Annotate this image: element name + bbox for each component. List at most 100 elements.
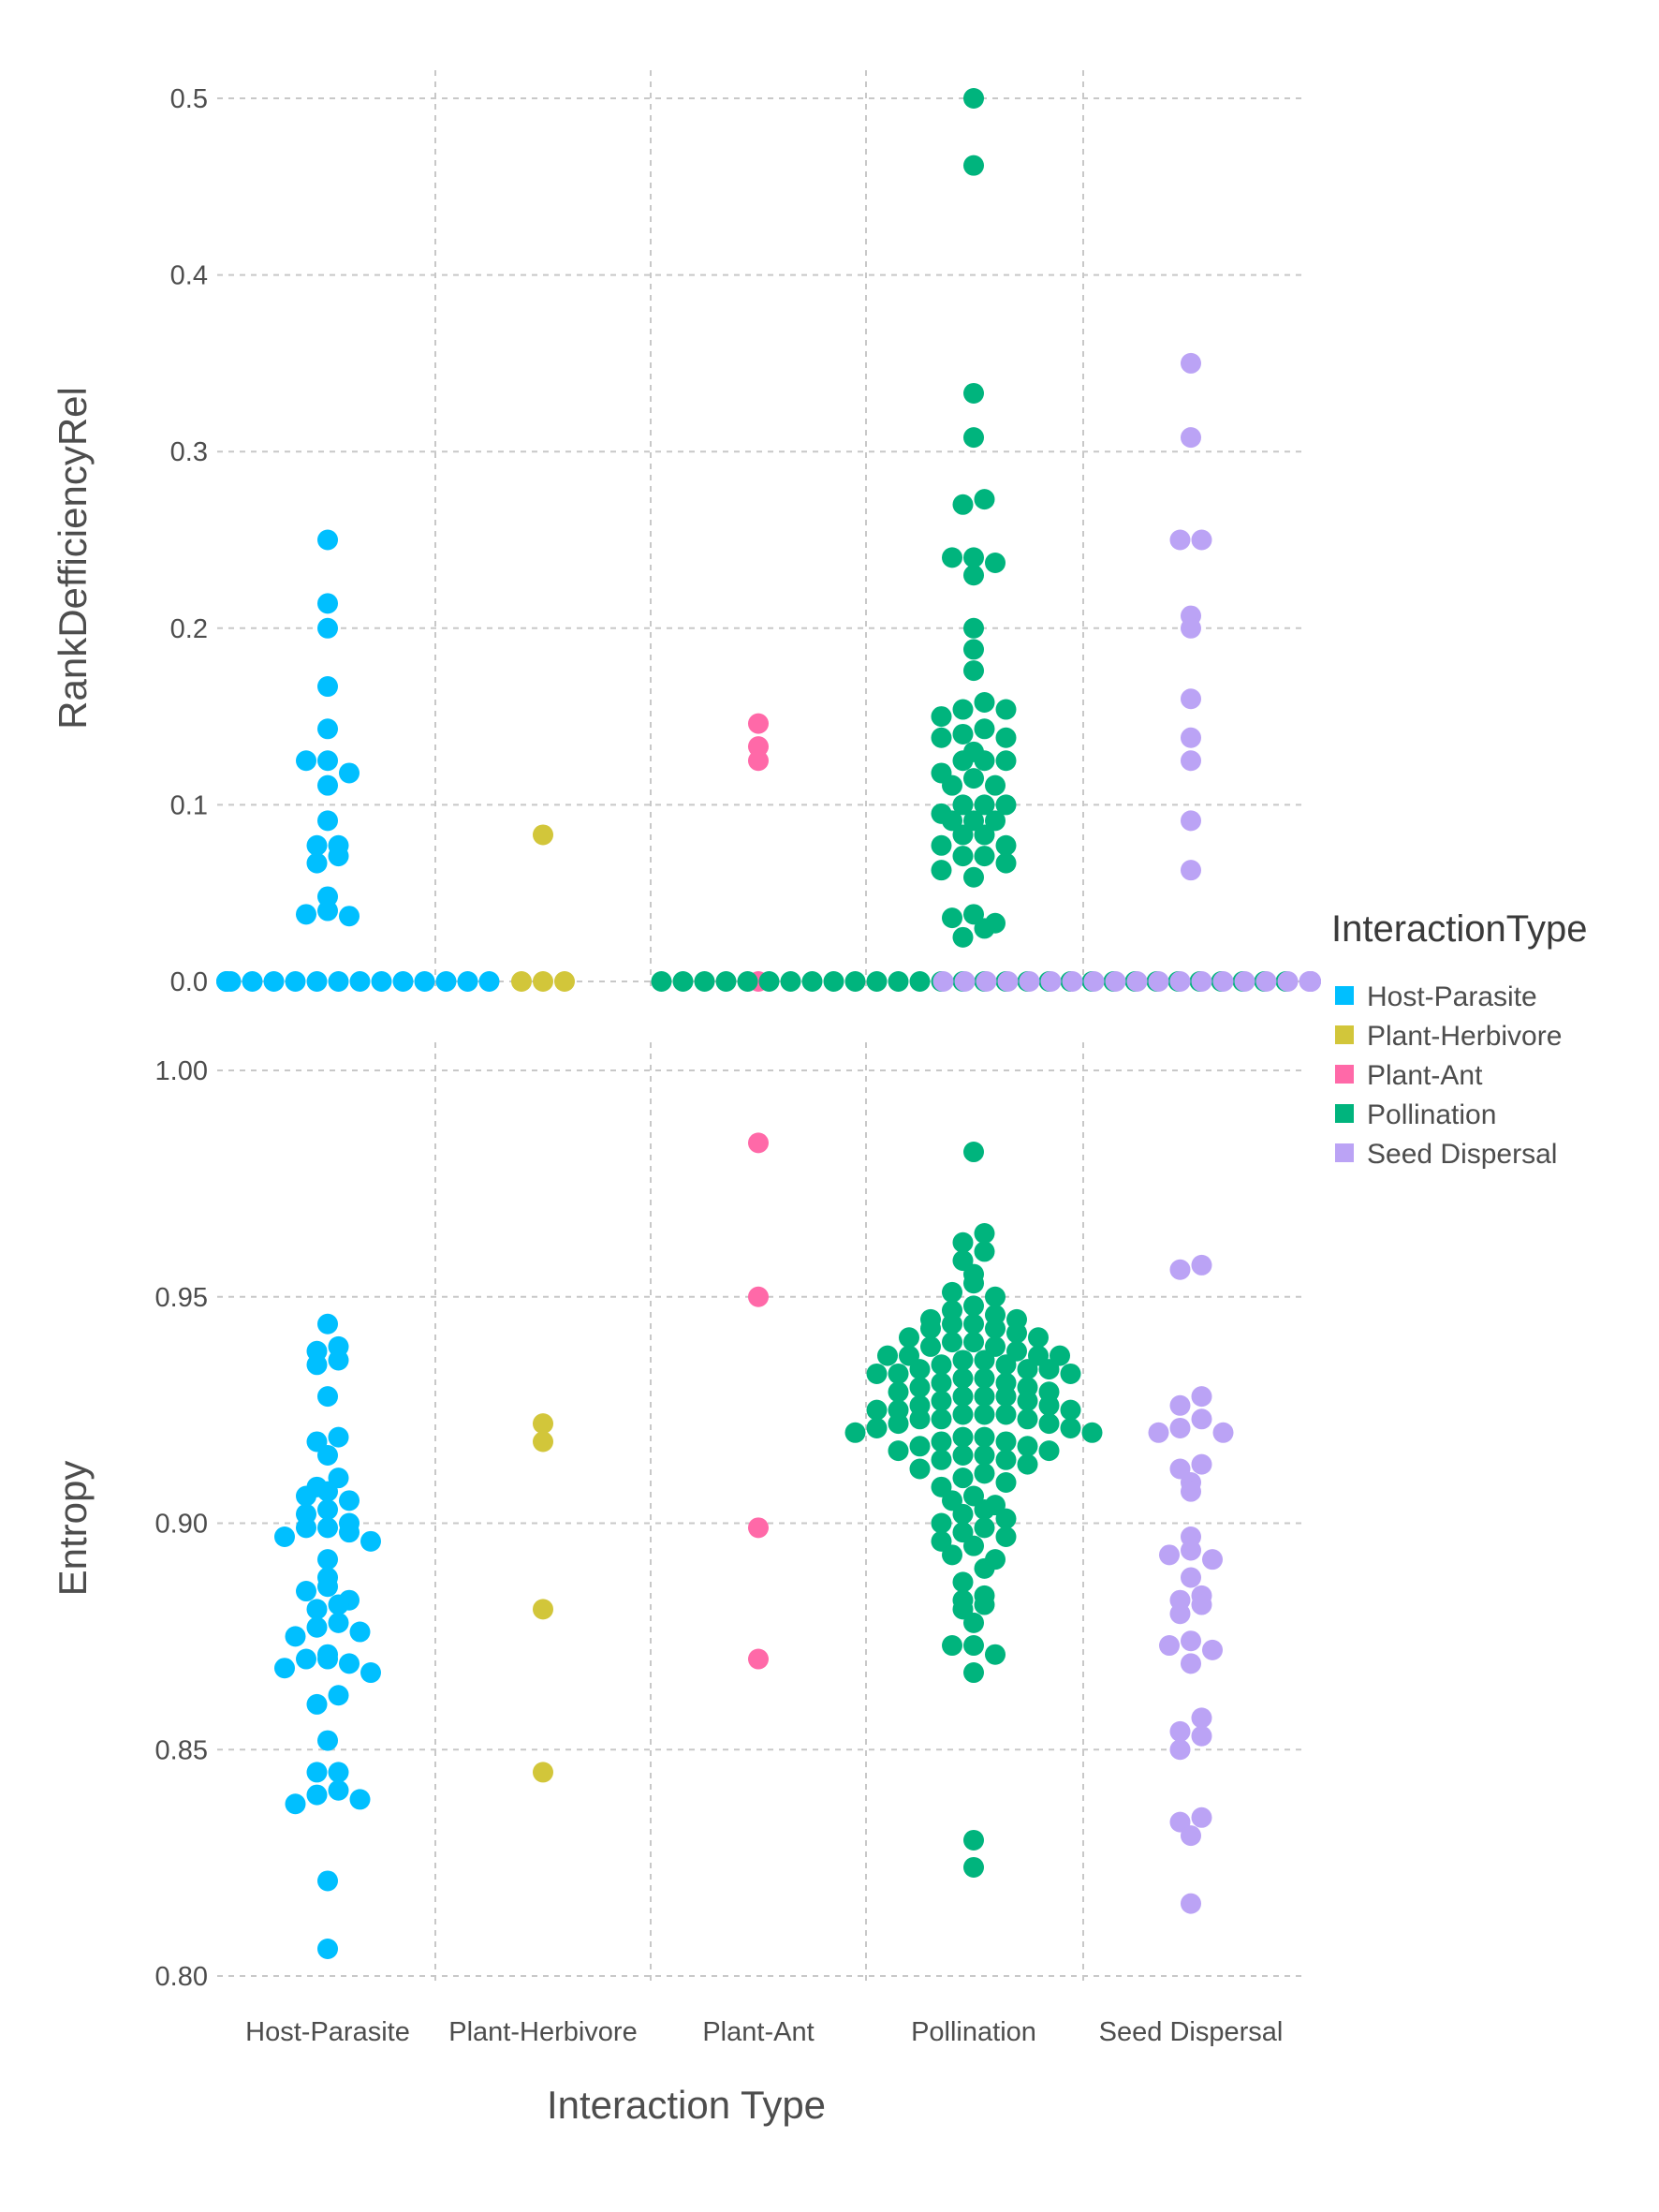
point-pollination <box>974 846 995 867</box>
point-seed-dispersal <box>1181 427 1201 449</box>
point-host-parasite <box>306 1354 328 1376</box>
point-pollination <box>931 1354 952 1376</box>
point-pollination <box>974 1463 995 1484</box>
point-seed-dispersal <box>1277 971 1299 992</box>
point-pollination <box>995 1386 1017 1408</box>
point-host-parasite <box>274 1526 295 1548</box>
point-pollination <box>963 88 984 109</box>
point-pollination <box>952 846 974 867</box>
point-pollination <box>942 1281 962 1303</box>
point-pollination <box>942 1635 962 1657</box>
point-pollination <box>952 1386 974 1408</box>
point-pollination <box>974 1386 995 1408</box>
point-seed-dispersal <box>1181 860 1201 881</box>
point-pollination <box>931 834 952 856</box>
point-host-parasite <box>317 617 338 639</box>
point-pollination <box>694 971 715 992</box>
point-seed-dispersal <box>1181 688 1201 710</box>
point-seed-dispersal <box>1191 1453 1212 1475</box>
point-pollination <box>963 1313 984 1335</box>
point-plant-ant <box>748 736 769 758</box>
point-pollination <box>974 489 995 510</box>
point-host-parasite <box>242 971 263 992</box>
point-host-parasite <box>328 1594 349 1615</box>
point-pollination <box>974 718 995 740</box>
point-pollination <box>909 1408 931 1430</box>
point-seed-dispersal <box>1212 971 1234 992</box>
point-pollination <box>963 617 984 639</box>
point-host-parasite <box>296 1517 316 1539</box>
point-pollination <box>963 1612 984 1633</box>
point-pollination <box>801 971 823 992</box>
point-pollination <box>995 1431 1017 1453</box>
point-host-parasite <box>349 1789 371 1810</box>
point-pollination <box>780 971 801 992</box>
point-plant-herbivore <box>533 1413 553 1435</box>
point-pollination <box>1017 1359 1038 1380</box>
point-host-parasite <box>274 1658 295 1679</box>
point-seed-dispersal <box>1040 971 1062 992</box>
point-pollination <box>758 971 780 992</box>
point-host-parasite <box>317 1481 338 1502</box>
point-pollination <box>1038 1394 1060 1416</box>
y-tick-label: 0.4 <box>170 261 208 291</box>
point-pollination <box>1017 1408 1038 1430</box>
point-pollination <box>985 774 1006 796</box>
point-host-parasite <box>317 1730 338 1751</box>
point-host-parasite <box>339 1490 360 1512</box>
y-tick-label: 0.80 <box>155 1962 208 1992</box>
point-host-parasite <box>296 1485 316 1507</box>
point-pollination <box>974 1426 995 1448</box>
point-pollination <box>952 926 974 948</box>
point-host-parasite <box>306 971 328 992</box>
point-host-parasite <box>306 1693 328 1715</box>
point-seed-dispersal <box>1169 971 1191 992</box>
point-pollination <box>963 565 984 586</box>
point-seed-dispersal <box>1255 971 1277 992</box>
point-pollination <box>866 1399 888 1421</box>
point-pollination <box>995 1404 1017 1425</box>
legend-label: Host-Parasite <box>1367 981 1537 1012</box>
y-tick-label: 0.0 <box>170 967 208 997</box>
point-pollination <box>995 1508 1017 1529</box>
point-pollination <box>963 660 984 682</box>
point-pollination <box>995 852 1017 874</box>
x-tick-label: Host-Parasite <box>245 2017 410 2047</box>
x-tick-label: Seed Dispersal <box>1099 2017 1284 2047</box>
legend-swatch <box>1335 1143 1354 1162</box>
point-pollination <box>651 971 672 992</box>
legend-swatch <box>1335 1104 1354 1123</box>
point-host-parasite <box>306 834 328 856</box>
point-pollination <box>942 774 962 796</box>
legend-label: Plant-Herbivore <box>1367 1021 1562 1052</box>
point-pollination <box>942 1544 962 1566</box>
point-host-parasite <box>317 1870 338 1892</box>
point-host-parasite <box>478 971 500 992</box>
point-host-parasite <box>339 906 360 927</box>
point-seed-dispersal <box>1234 971 1255 992</box>
point-pollination <box>942 907 962 929</box>
point-plant-herbivore <box>533 1431 553 1453</box>
point-pollination <box>963 1332 984 1353</box>
point-host-parasite <box>349 1621 371 1643</box>
point-seed-dispersal <box>1181 727 1201 748</box>
point-host-parasite <box>317 529 338 551</box>
point-host-parasite <box>317 1576 338 1598</box>
point-host-parasite <box>285 1793 306 1815</box>
point-pollination <box>931 1512 952 1534</box>
point-host-parasite <box>457 971 478 992</box>
point-pollination <box>952 1444 974 1466</box>
legend-swatch <box>1335 986 1354 1005</box>
point-pollination <box>974 1349 995 1371</box>
point-seed-dispersal <box>1181 1653 1201 1674</box>
point-pollination <box>942 1332 962 1353</box>
panel-rank-deficiency: 0.0 0.1 0.2 0.3 0.4 0.5 <box>170 70 1321 997</box>
point-host-parasite <box>360 1530 381 1552</box>
point-seed-dispersal <box>1300 971 1321 992</box>
point-pollination <box>963 1535 984 1556</box>
x-tick-label: Plant-Ant <box>702 2017 814 2047</box>
point-pollination <box>909 1458 931 1480</box>
point-host-parasite <box>339 1653 360 1674</box>
point-pollination <box>909 971 931 992</box>
point-host-parasite <box>339 762 360 784</box>
